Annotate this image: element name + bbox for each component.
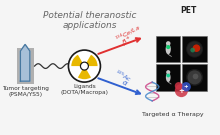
Wedge shape — [86, 55, 97, 66]
Text: +: + — [178, 88, 184, 94]
Text: $^{134}$Ce/La: $^{134}$Ce/La — [114, 23, 143, 44]
Circle shape — [187, 70, 202, 85]
Text: $\alpha$: $\alpha$ — [120, 78, 130, 88]
Text: $\beta^+$: $\beta^+$ — [119, 33, 135, 49]
FancyBboxPatch shape — [156, 64, 180, 91]
Circle shape — [68, 50, 101, 82]
Circle shape — [166, 74, 170, 77]
FancyBboxPatch shape — [182, 64, 207, 91]
Ellipse shape — [166, 44, 171, 54]
FancyBboxPatch shape — [182, 36, 207, 62]
Circle shape — [82, 63, 87, 69]
Text: Tumor targeting
(PSMA/YS5): Tumor targeting (PSMA/YS5) — [2, 86, 49, 97]
Wedge shape — [78, 69, 91, 79]
Ellipse shape — [166, 73, 170, 82]
Circle shape — [193, 44, 200, 52]
Polygon shape — [20, 44, 30, 81]
Text: PET: PET — [180, 6, 196, 15]
Text: $^{225}$Ac: $^{225}$Ac — [113, 68, 133, 84]
Text: +: + — [184, 84, 188, 89]
Text: Potential theranostic
applications: Potential theranostic applications — [43, 11, 137, 30]
Text: Ligands
(DOTA/Macropa): Ligands (DOTA/Macropa) — [61, 84, 108, 95]
Circle shape — [190, 48, 195, 52]
Circle shape — [175, 82, 182, 90]
Circle shape — [187, 42, 202, 57]
Circle shape — [175, 84, 188, 97]
Circle shape — [166, 41, 170, 46]
Circle shape — [166, 45, 170, 49]
Circle shape — [81, 62, 88, 70]
Circle shape — [186, 41, 203, 58]
FancyBboxPatch shape — [17, 48, 34, 84]
Text: Targeted α Therapy: Targeted α Therapy — [142, 112, 204, 117]
Circle shape — [166, 70, 170, 74]
Circle shape — [193, 74, 198, 79]
FancyBboxPatch shape — [156, 36, 180, 62]
Circle shape — [182, 82, 191, 92]
Circle shape — [186, 69, 203, 86]
Wedge shape — [71, 55, 83, 66]
